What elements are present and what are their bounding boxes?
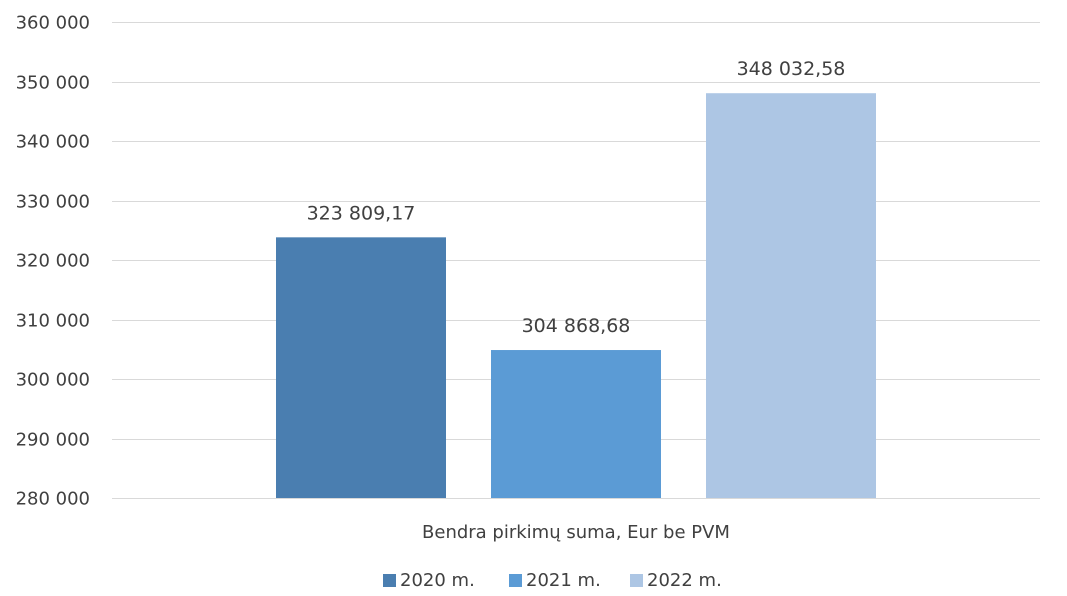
data-label: 304 868,68 bbox=[522, 315, 631, 337]
legend-swatch bbox=[630, 574, 643, 587]
y-tick-label: 290 000 bbox=[16, 430, 90, 451]
legend-swatch bbox=[383, 574, 396, 587]
legend-label: 2021 m. bbox=[526, 570, 601, 591]
bars bbox=[276, 93, 876, 498]
y-tick-label: 360 000 bbox=[16, 13, 90, 34]
y-tick-label: 300 000 bbox=[16, 370, 90, 391]
bar-2020m bbox=[276, 237, 446, 498]
category-label: Bendra pirkimų suma, Eur be PVM bbox=[422, 522, 730, 543]
y-tick-label: 330 000 bbox=[16, 192, 90, 213]
y-tick-label: 340 000 bbox=[16, 132, 90, 153]
data-label: 323 809,17 bbox=[307, 202, 416, 224]
bar-2022m bbox=[706, 93, 876, 498]
legend: 2020 m. 2021 m. 2022 m. bbox=[383, 570, 722, 591]
legend-label: 2020 m. bbox=[400, 570, 475, 591]
y-tick-label: 310 000 bbox=[16, 311, 90, 332]
y-tick-label: 350 000 bbox=[16, 73, 90, 94]
legend-label: 2022 m. bbox=[647, 570, 722, 591]
y-tick-label: 280 000 bbox=[16, 489, 90, 510]
category-axis: Bendra pirkimų suma, Eur be PVM bbox=[422, 522, 730, 543]
legend-swatch bbox=[509, 574, 522, 587]
data-label: 348 032,58 bbox=[737, 58, 846, 80]
bar-2021m bbox=[491, 350, 661, 498]
y-tick-label: 320 000 bbox=[16, 251, 90, 272]
y-axis-tick-labels: 280 000 290 000 300 000 310 000 320 000 330 0… bbox=[16, 13, 90, 510]
